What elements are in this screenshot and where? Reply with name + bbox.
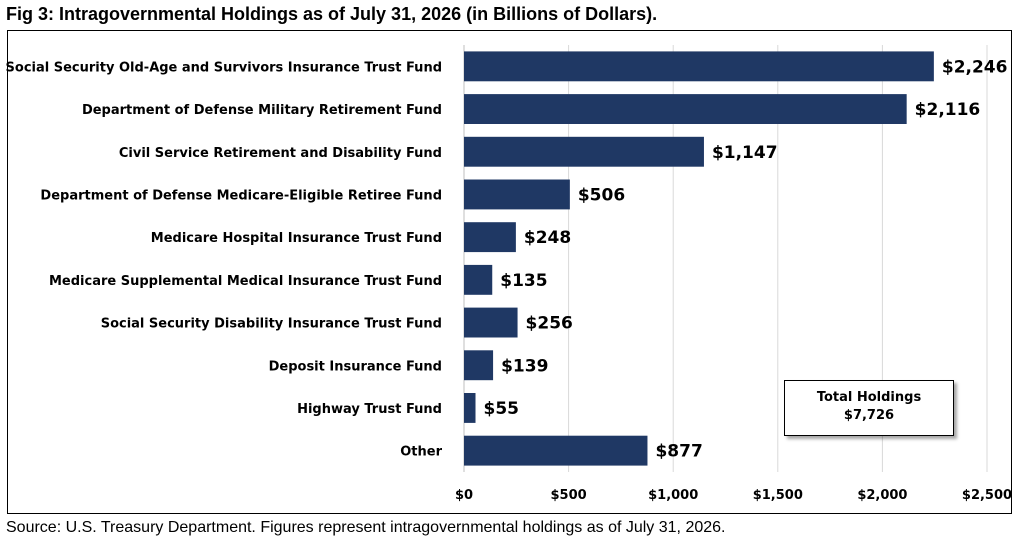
bars [464, 51, 934, 466]
bar [464, 435, 648, 466]
data-label: $2,246 [942, 57, 1008, 77]
category-label: Social Security Old-Age and Survivors In… [6, 60, 442, 75]
category-label: Department of Defense Medicare-Eligible … [40, 188, 442, 203]
labels: $0 $500 $1,000 $1,500 $2,000 $2,500 Social Sec… [6, 57, 1013, 503]
x-tick-label: $500 [551, 488, 587, 503]
chart-frame [7, 30, 1012, 514]
bar [464, 136, 704, 167]
data-label: $256 [526, 314, 573, 334]
total-holdings-box: Total Holdings $7,726 [784, 380, 954, 436]
category-label: Civil Service Retirement and Disability … [119, 146, 442, 161]
category-label: Medicare Hospital Insurance Trust Fund [151, 231, 442, 246]
data-label: $506 [578, 185, 625, 205]
bar [464, 94, 907, 124]
bar [464, 179, 570, 210]
category-label: Medicare Supplemental Medical Insurance … [49, 274, 442, 289]
chart-title: Fig 3: Intragovernmental Holdings as of … [6, 4, 658, 24]
data-label: $55 [484, 399, 519, 419]
data-label: $2,116 [915, 100, 981, 120]
data-label: $139 [501, 356, 548, 376]
bar [464, 264, 493, 295]
x-tick-label: $0 [455, 488, 473, 503]
category-label: Other [400, 445, 442, 460]
bar [464, 51, 934, 82]
x-tick-label: $1,500 [753, 488, 803, 503]
bar [464, 393, 476, 423]
total-holdings-label: Total Holdings [816, 390, 922, 405]
bar [464, 222, 516, 253]
data-label: $1,147 [712, 143, 778, 163]
category-label: Department of Defense Military Retiremen… [82, 103, 442, 118]
category-label: Social Security Disability Insurance Tru… [101, 317, 442, 332]
bar [464, 307, 518, 338]
x-tick-label: $2,500 [962, 488, 1012, 503]
data-label: $248 [524, 228, 571, 248]
bar [464, 350, 494, 381]
category-label: Deposit Insurance Fund [269, 359, 442, 374]
x-tick-label: $1,000 [648, 488, 698, 503]
category-label: Highway Trust Fund [297, 402, 442, 417]
data-label: $135 [500, 271, 547, 291]
source-note: Source: U.S. Treasury Department. Figure… [6, 519, 726, 536]
total-holdings-value: $7,726 [843, 408, 895, 423]
data-label: $877 [655, 442, 702, 462]
x-tick-label: $2,000 [857, 488, 907, 503]
